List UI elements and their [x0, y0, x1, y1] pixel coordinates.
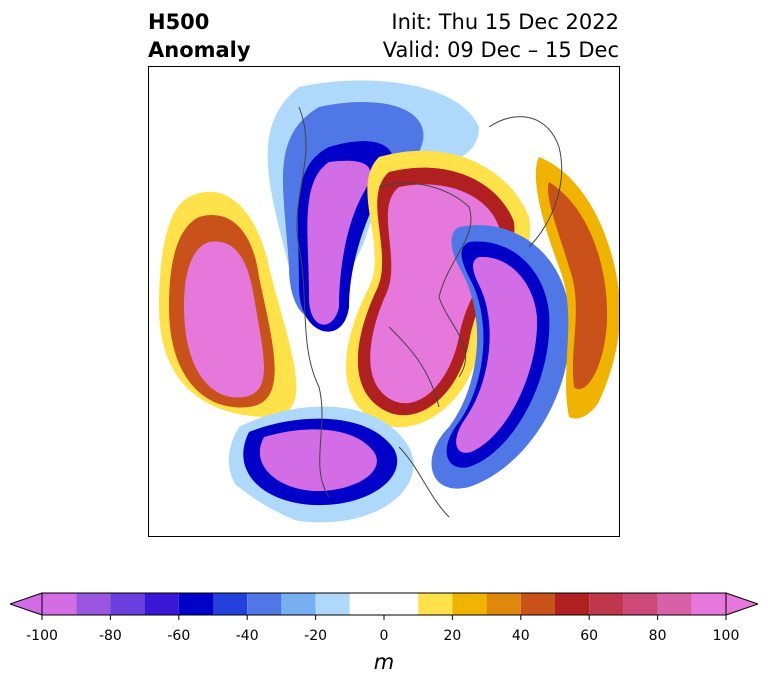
- colorbar-segment: [691, 593, 726, 615]
- coastlines: [296, 106, 563, 518]
- colorbar-segment: [418, 593, 453, 615]
- colorbar-segment: [486, 593, 521, 615]
- colorbar-segment: [349, 593, 419, 615]
- colorbar-segment: [247, 593, 282, 615]
- colorbar-tick-label: 100: [712, 628, 740, 644]
- colorbar-segment: [520, 593, 555, 615]
- colorbar-units: m: [373, 650, 395, 674]
- colorbar-tick-label: -20: [304, 628, 328, 644]
- colorbar-segment: [144, 593, 179, 615]
- colorbar-segment: [178, 593, 213, 615]
- neg-anomaly-core-2: [456, 256, 538, 453]
- colorbar-segment: [657, 593, 692, 615]
- colorbar-segment: [213, 593, 248, 615]
- coastline-greenland: [388, 326, 440, 408]
- colorbar-segment: [281, 593, 316, 615]
- coastline-asia: [488, 116, 563, 248]
- colorbar: [8, 590, 760, 626]
- colorbar-tick-label: -100: [26, 628, 58, 644]
- colorbar-tick-label: 60: [580, 628, 599, 644]
- colorbar-tick-label: 20: [443, 628, 462, 644]
- colorbar-over-arrow: [725, 592, 760, 616]
- coastline-us-east: [398, 446, 450, 518]
- colorbar-segment: [42, 593, 77, 615]
- title-line-2: Anomaly: [148, 38, 251, 62]
- colorbar-segment: [110, 593, 145, 615]
- colorbar-tick-label: -40: [235, 628, 259, 644]
- coastline-arctic: [378, 182, 472, 378]
- colorbar-tick-label: -80: [98, 628, 122, 644]
- coastline-americas-west: [296, 106, 330, 498]
- colorbar-tick-label: 0: [379, 628, 389, 644]
- map-subtitle: Init: Thu 15 Dec 2022 Valid: 09 Dec – 15…: [383, 8, 619, 64]
- colorbar-segment: [589, 593, 624, 615]
- colorbar-tick-label: -60: [167, 628, 191, 644]
- valid-label: Valid: 09 Dec – 15 Dec: [382, 38, 619, 62]
- anomaly-map: [149, 67, 619, 536]
- colorbar-tick-label: 80: [648, 628, 667, 644]
- colorbar-segment: [315, 593, 350, 615]
- colorbar-segment: [76, 593, 111, 615]
- colorbar-segment: [452, 593, 487, 615]
- anomaly-field: [149, 67, 619, 536]
- map-title: H500 Anomaly: [148, 8, 251, 64]
- neg-anomaly-core-3: [259, 429, 377, 492]
- colorbar-under-arrow: [8, 592, 43, 616]
- pos-anomaly-band-6: [548, 182, 608, 390]
- pos-anomaly-core-1: [184, 241, 264, 398]
- colorbar-graphic: [8, 592, 760, 620]
- neg-anomaly-core-1: [307, 160, 371, 325]
- init-label: Init: Thu 15 Dec 2022: [391, 10, 619, 34]
- colorbar-segment: [555, 593, 590, 615]
- colorbar-segment: [623, 593, 658, 615]
- colorbar-tick-label: 40: [511, 628, 530, 644]
- title-line-1: H500: [148, 10, 210, 34]
- map-panel: [148, 66, 620, 537]
